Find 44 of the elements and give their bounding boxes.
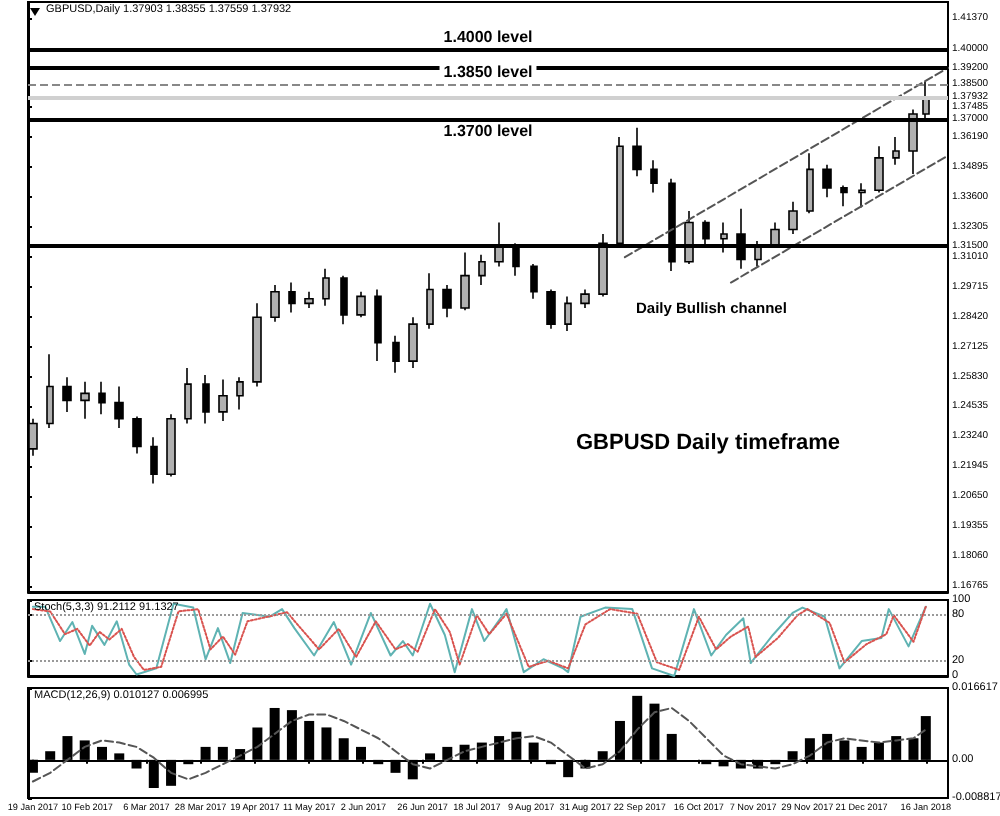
candlestick	[270, 284, 280, 323]
candlestick	[822, 164, 832, 198]
candlestick	[460, 251, 470, 312]
candlestick	[288, 281, 296, 314]
candlestick	[392, 334, 400, 374]
candlestick	[408, 316, 418, 369]
candlestick	[62, 376, 72, 413]
candlestick	[426, 272, 434, 330]
candlestick	[150, 436, 158, 485]
candlestick	[374, 288, 382, 362]
candlestick	[546, 288, 556, 330]
candlestick	[114, 385, 124, 429]
candlestick	[252, 302, 262, 388]
candlestick	[840, 184, 848, 208]
candlestick	[356, 291, 366, 319]
candlestick	[650, 159, 658, 194]
candlestick	[478, 254, 486, 286]
candlestick	[46, 353, 54, 429]
candlestick	[98, 381, 106, 415]
candlestick	[322, 267, 330, 307]
candlestick	[892, 136, 900, 166]
line-series	[31, 706, 927, 783]
candlestick	[166, 413, 176, 478]
candlestick	[806, 152, 814, 215]
candlestick	[132, 415, 142, 455]
candlestick	[218, 378, 228, 422]
candlestick	[788, 200, 798, 235]
candlestick	[874, 145, 884, 194]
candlestick	[442, 284, 452, 319]
candlestick	[236, 376, 244, 411]
candlestick	[202, 374, 210, 425]
candlestick	[530, 263, 538, 300]
ref-line-label: 1.3700 level	[443, 121, 533, 140]
candlestick	[580, 288, 590, 309]
candlestick	[632, 127, 642, 178]
candlestick	[184, 367, 192, 425]
candlestick	[304, 291, 314, 309]
candlestick	[80, 381, 90, 420]
ref-line-label: 1.4000 level	[443, 28, 533, 47]
candlestick	[564, 295, 572, 332]
annotation: GBPUSD Daily timeframe	[576, 431, 841, 455]
candlestick	[340, 274, 348, 325]
candlestick	[858, 182, 866, 209]
ref-line-label: 1.3850 level	[443, 62, 533, 81]
